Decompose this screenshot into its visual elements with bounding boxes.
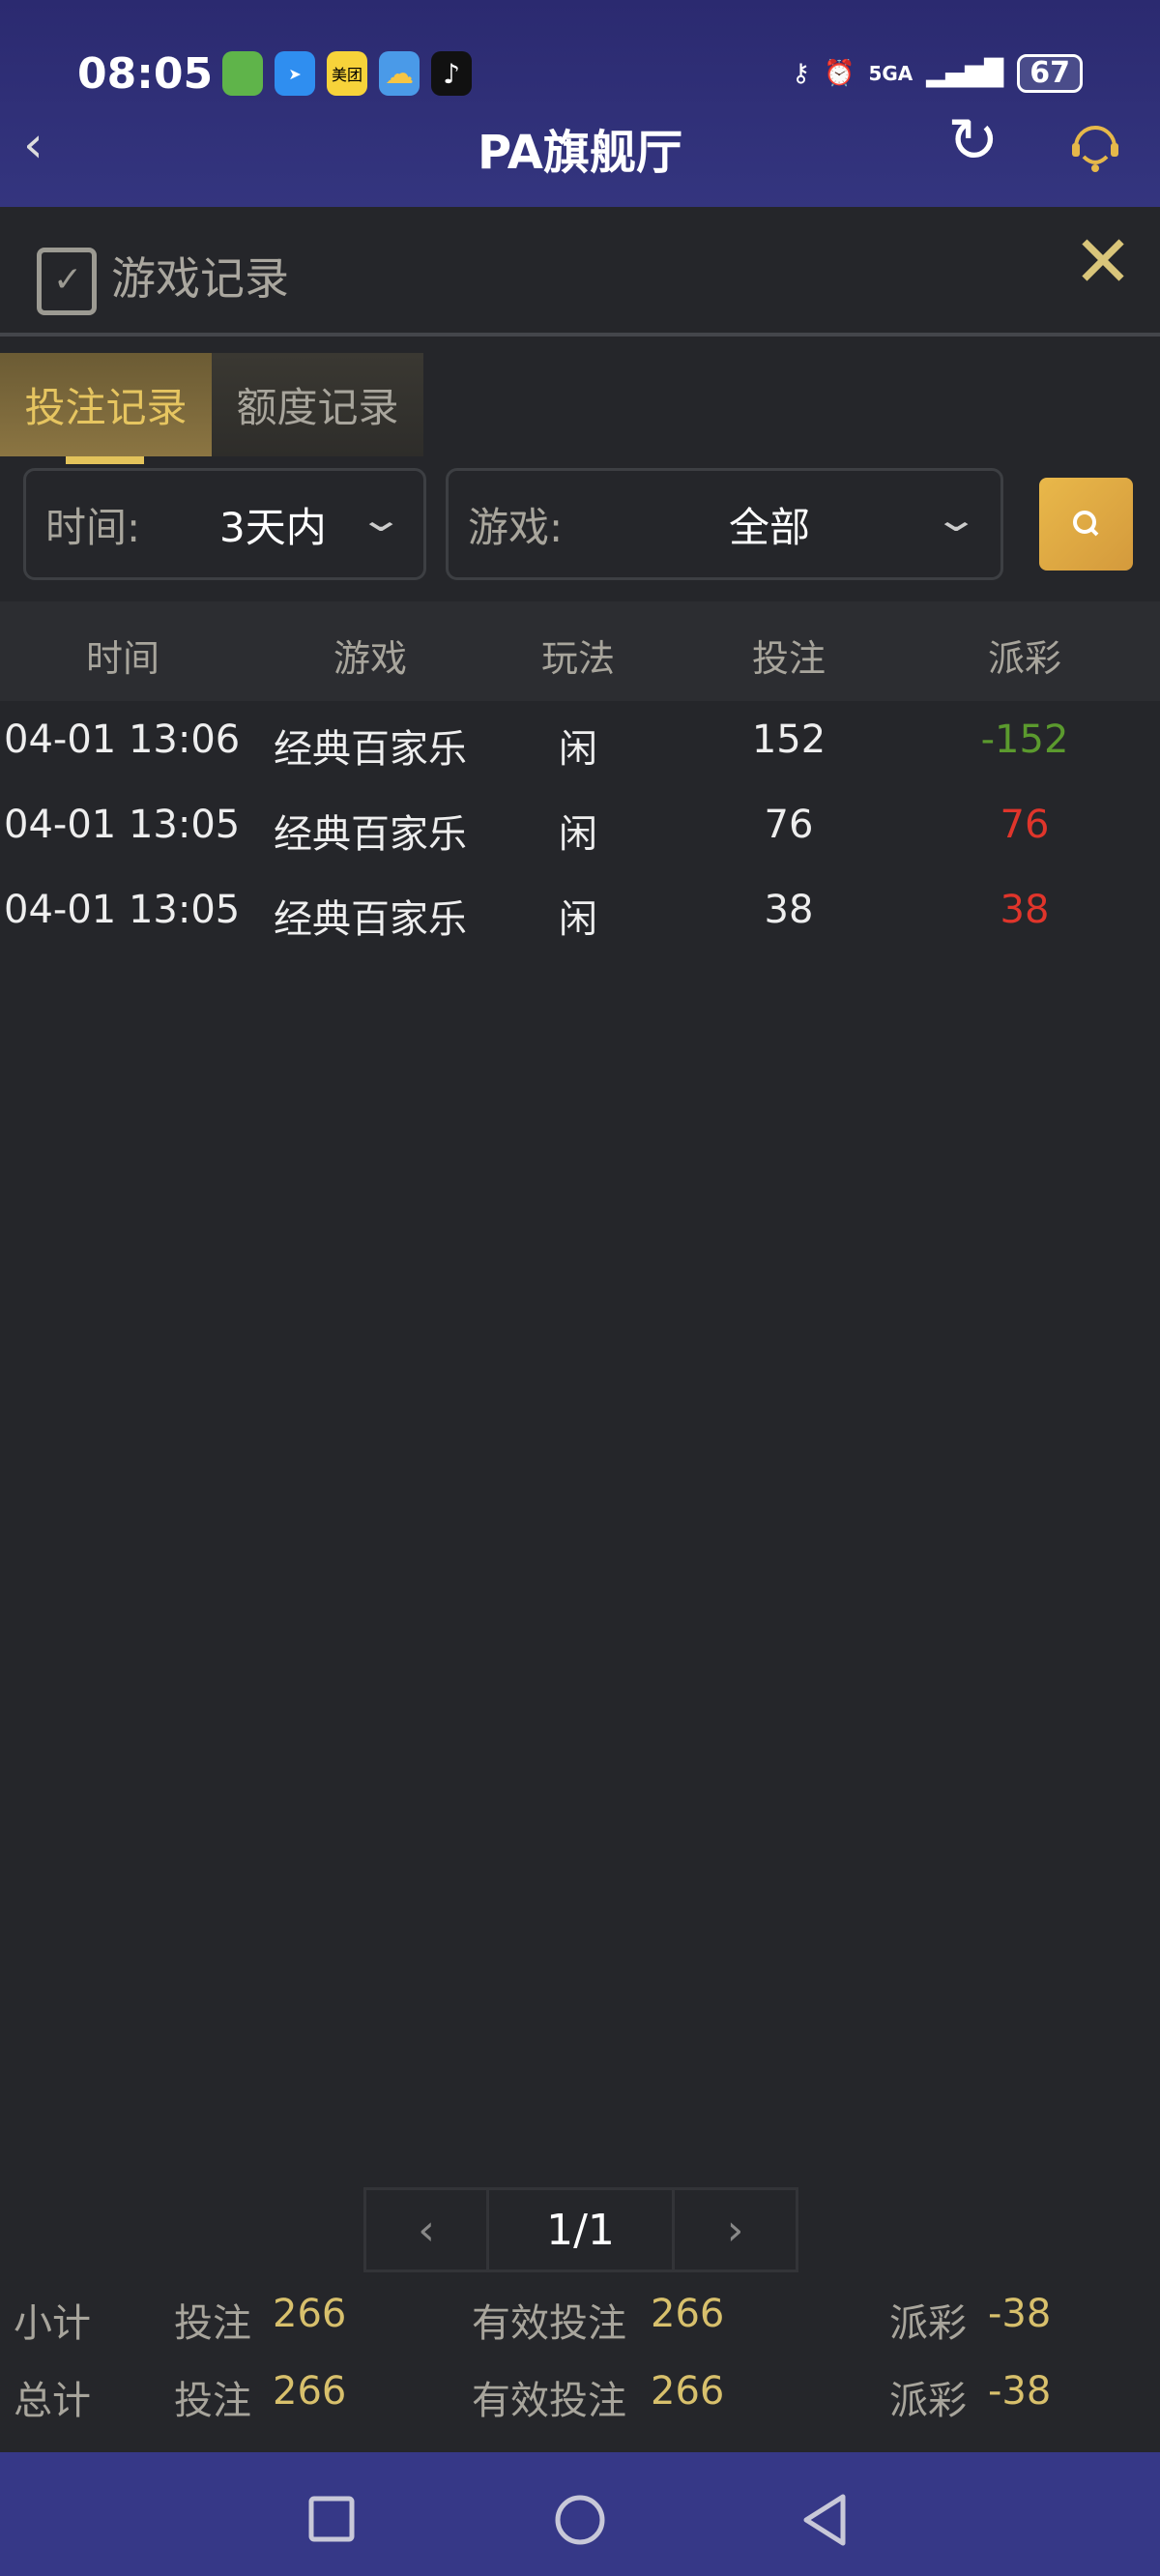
game-filter-select[interactable]: 游戏: 全部 ⌄ <box>446 468 1003 580</box>
alarm-icon: ⏰ <box>824 59 856 88</box>
subtotal-bet: 266 <box>273 2292 347 2336</box>
page-title: PA旗舰厅 <box>478 126 682 180</box>
signal-icon: ▂▄▆█ <box>926 59 1004 88</box>
row-bet: 76 <box>764 803 814 847</box>
search-button[interactable] <box>1039 478 1133 571</box>
total-payout: -38 <box>988 2369 1052 2414</box>
row-play: 闲 <box>559 897 597 942</box>
tab-balance-records[interactable]: 额度记录 <box>212 353 423 456</box>
row-payout: 76 <box>1000 803 1050 847</box>
total-valid: 266 <box>651 2369 725 2414</box>
feather-app-icon: ➤ <box>275 51 316 96</box>
prev-page-button[interactable]: ‹ <box>366 2190 489 2269</box>
row-game: 经典百家乐 <box>274 812 467 857</box>
subtotal-label: 小计 <box>14 2301 91 2346</box>
subtotal-valid-label: 有效投注 <box>472 2301 626 2346</box>
total-row: 总计 投注 266 有效投注 266 派彩 -38 <box>0 2369 1160 2427</box>
table-header: 时间 游戏 玩法 投注 派彩 <box>0 601 1160 701</box>
network-label: 5GA <box>868 62 914 85</box>
pagination: ‹ 1/1 › <box>363 2187 798 2272</box>
home-icon[interactable] <box>553 2493 607 2547</box>
subtotal-bet-label: 投注 <box>174 2301 251 2346</box>
chevron-down-icon: ⌄ <box>932 500 980 540</box>
row-time: 04-01 13:05 <box>4 803 241 847</box>
meituan-app-icon: 美团 <box>327 51 368 96</box>
recent-apps-icon[interactable] <box>307 2495 356 2543</box>
tiktok-app-icon: ♪ <box>431 51 473 96</box>
header-payout: 派彩 <box>987 637 1062 680</box>
total-payout-label: 派彩 <box>889 2379 967 2423</box>
next-page-button[interactable]: › <box>726 2205 744 2255</box>
row-bet: 38 <box>764 888 814 932</box>
total-bet-label: 投注 <box>174 2379 251 2423</box>
header-time: 时间 <box>85 637 160 680</box>
game-filter-label: 游戏: <box>468 503 564 551</box>
chevron-down-icon: ⌄ <box>357 500 405 540</box>
table-row: 04-01 13:05 经典百家乐 闲 76 76 <box>0 783 1160 868</box>
table-row: 04-01 13:05 经典百家乐 闲 38 38 <box>0 868 1160 953</box>
row-payout: 38 <box>1000 888 1050 932</box>
page-indicator: 1/1 <box>489 2190 675 2269</box>
row-payout: -152 <box>980 717 1069 762</box>
key-icon: ⚷ <box>792 59 811 88</box>
record-tabs: 投注记录 额度记录 <box>0 353 423 464</box>
close-icon[interactable]: ✕ <box>1073 220 1134 304</box>
row-bet: 152 <box>751 717 826 762</box>
tab-bet-records[interactable]: 投注记录 <box>0 353 212 464</box>
battery-indicator: 67 <box>1017 54 1083 93</box>
header-play: 玩法 <box>540 637 616 680</box>
status-time: 08:05 <box>77 48 214 99</box>
total-bet: 266 <box>273 2369 347 2414</box>
time-filter-value: 3天内 <box>219 503 327 551</box>
system-nav-bar <box>0 2452 1160 2576</box>
row-time: 04-01 13:05 <box>4 888 241 932</box>
row-play: 闲 <box>559 727 597 772</box>
status-bar: 08:05 ➤ 美团 ☁ ♪ ⚷ ⏰ 5GA ▂▄▆█ 67 <box>77 44 1083 102</box>
game-filter-value: 全部 <box>729 503 811 551</box>
back-nav-icon[interactable] <box>800 2493 849 2547</box>
clipboard-check-icon: ✓ <box>37 248 97 315</box>
row-time: 04-01 13:06 <box>4 717 241 762</box>
refresh-icon[interactable]: ↻ <box>947 105 1000 177</box>
row-game: 经典百家乐 <box>274 897 467 942</box>
subtotal-payout-label: 派彩 <box>889 2301 967 2346</box>
total-valid-label: 有效投注 <box>472 2379 626 2423</box>
search-icon <box>1072 511 1098 537</box>
app-header: 08:05 ➤ 美团 ☁ ♪ ⚷ ⏰ 5GA ▂▄▆█ 67 ‹ PA旗舰厅 ↻ <box>0 0 1160 207</box>
table-row: 04-01 13:06 经典百家乐 闲 152 -152 <box>0 698 1160 783</box>
header-bet: 投注 <box>751 637 826 680</box>
row-game: 经典百家乐 <box>274 727 467 772</box>
customer-service-icon[interactable] <box>1068 118 1122 176</box>
game-app-icon <box>222 51 264 96</box>
weather-app-icon: ☁ <box>379 51 420 96</box>
back-icon[interactable]: ‹ <box>23 116 44 174</box>
panel-title: 游戏记录 <box>111 252 289 305</box>
time-filter-select[interactable]: 时间: 3天内 ⌄ <box>23 468 426 580</box>
total-label: 总计 <box>14 2379 91 2423</box>
subtotal-payout: -38 <box>988 2292 1052 2336</box>
row-play: 闲 <box>559 812 597 857</box>
nav-bar: ‹ PA旗舰厅 ↻ <box>0 106 1160 184</box>
subtotal-valid: 266 <box>651 2292 725 2336</box>
header-game: 游戏 <box>333 637 408 680</box>
subtotal-row: 小计 投注 266 有效投注 266 派彩 -38 <box>0 2292 1160 2350</box>
time-filter-label: 时间: <box>45 503 141 551</box>
panel-header: ✓ 游戏记录 ✕ <box>0 207 1160 337</box>
